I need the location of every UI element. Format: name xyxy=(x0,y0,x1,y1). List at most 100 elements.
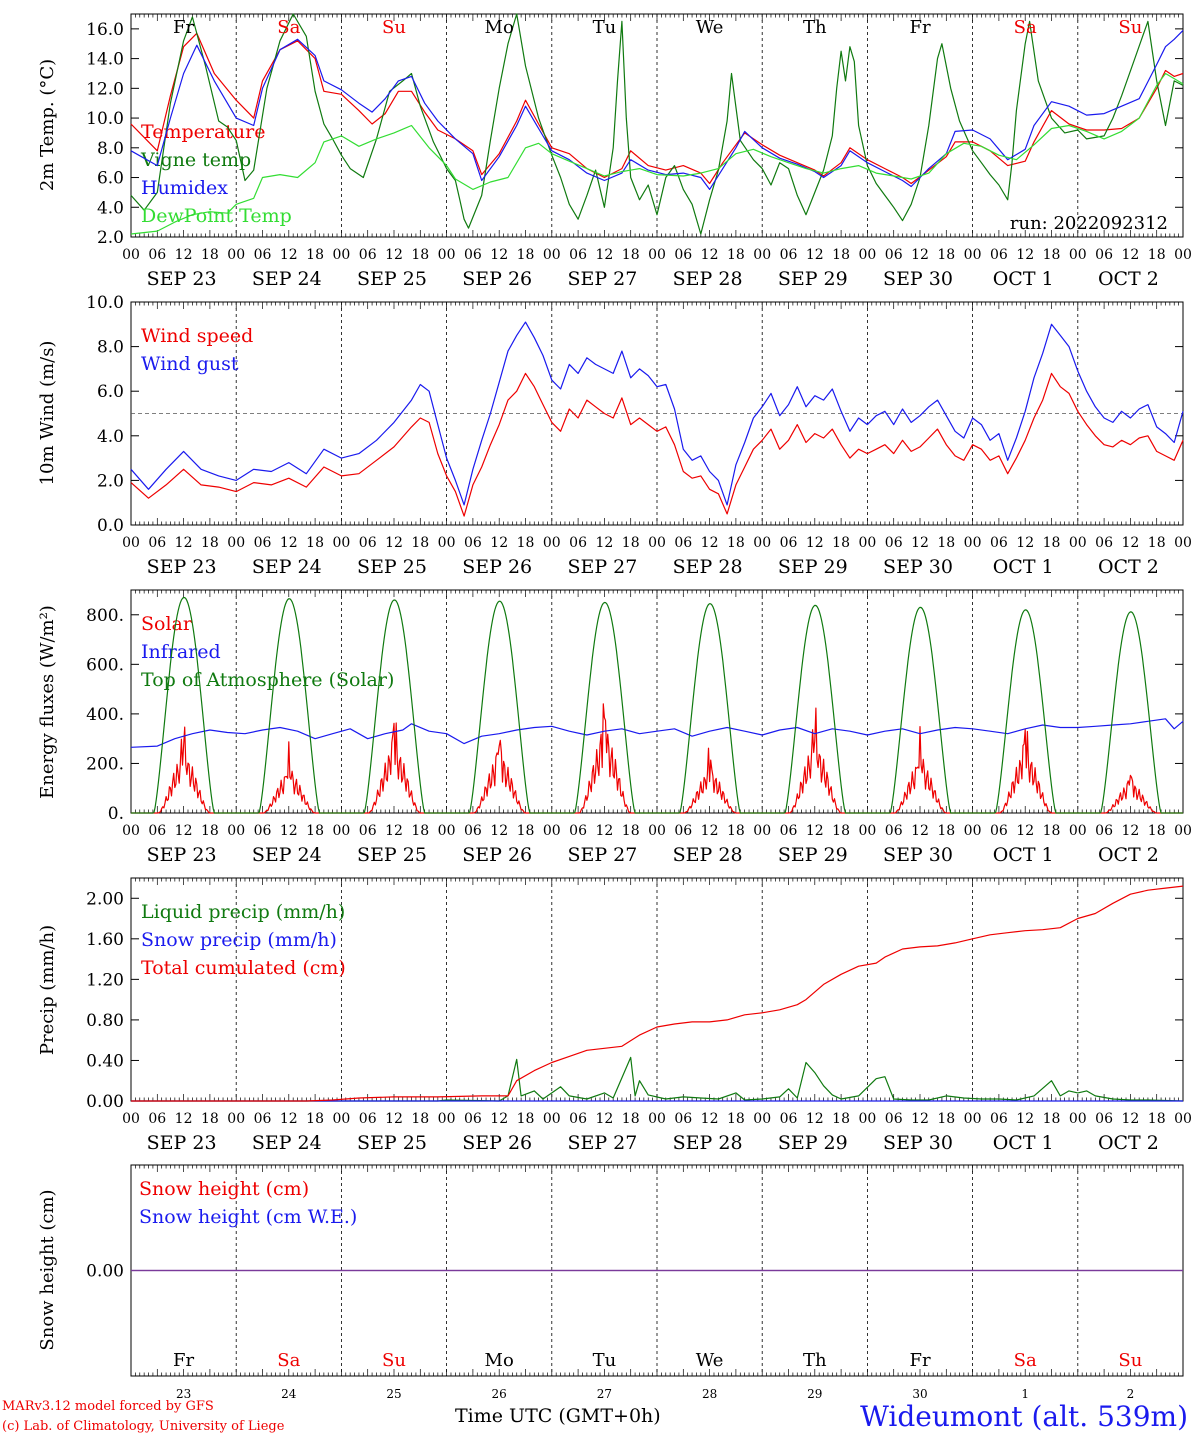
hour-tick-label: 12 xyxy=(280,823,298,839)
hour-tick-label: 00 xyxy=(227,247,245,263)
station-title: Wideumont (alt. 539m) xyxy=(860,1400,1188,1433)
date-label: OCT 1 xyxy=(993,268,1054,290)
hour-tick-label: 00 xyxy=(543,823,561,839)
hour-tick-label: 00 xyxy=(1174,535,1192,551)
legend-entry: DewPoint Temp xyxy=(141,205,292,227)
hour-tick-label: 12 xyxy=(701,535,719,551)
hour-tick-label: 12 xyxy=(1121,247,1139,263)
date-label: SEP 26 xyxy=(462,844,532,866)
legend-entry: Snow precip (mm/h) xyxy=(141,929,337,951)
hour-tick-label: 12 xyxy=(175,247,193,263)
y-tick-label: 2.0 xyxy=(97,471,124,491)
day-name-top: Th xyxy=(803,17,827,38)
hour-tick-label: 00 xyxy=(964,823,982,839)
day-name-top: Sa xyxy=(1014,17,1037,38)
hour-tick-label: 18 xyxy=(411,823,429,839)
hour-tick-label: 06 xyxy=(674,823,692,839)
hour-tick-label: 00 xyxy=(753,1111,771,1127)
hour-tick-label: 18 xyxy=(306,247,324,263)
series-line-temperature xyxy=(130,32,1184,185)
hour-tick-label: 12 xyxy=(490,823,508,839)
hour-tick-label: 00 xyxy=(438,823,456,839)
legend-entry: Humidex xyxy=(141,177,228,199)
hour-tick-label: 12 xyxy=(1121,1111,1139,1127)
day-name-top: Tu xyxy=(593,17,617,38)
y-tick-label: 10.0 xyxy=(86,293,124,313)
hour-tick-label: 00 xyxy=(1069,823,1087,839)
hour-tick-label: 12 xyxy=(911,535,929,551)
hour-tick-label: 12 xyxy=(806,823,824,839)
hour-tick-label: 12 xyxy=(595,1111,613,1127)
day-name-bottom: Tu xyxy=(593,1350,617,1371)
date-label: SEP 24 xyxy=(252,844,322,866)
hour-tick-label: 06 xyxy=(464,1111,482,1127)
date-label: SEP 26 xyxy=(462,556,532,578)
hour-tick-label: 00 xyxy=(648,1111,666,1127)
hour-tick-label: 18 xyxy=(622,1111,640,1127)
hour-tick-label: 06 xyxy=(254,1111,272,1127)
hour-tick-label: 18 xyxy=(306,535,324,551)
y-tick-label: 0.00 xyxy=(86,1262,124,1282)
day-number: 29 xyxy=(807,1387,822,1401)
hour-tick-label: 06 xyxy=(359,823,377,839)
hour-tick-label: 12 xyxy=(490,1111,508,1127)
hour-tick-label: 06 xyxy=(464,535,482,551)
series-line-dewpoint-temp xyxy=(130,72,1184,235)
day-name-bottom: Sa xyxy=(1014,1350,1037,1371)
hour-tick-label: 18 xyxy=(1148,247,1166,263)
hour-tick-label: 18 xyxy=(201,247,219,263)
date-label: SEP 25 xyxy=(357,556,427,578)
hour-tick-label: 00 xyxy=(122,823,140,839)
hour-tick-label: 00 xyxy=(1174,247,1192,263)
y-axis-label: 2m Temp. (°C) xyxy=(37,59,58,191)
y-tick-label: 6.0 xyxy=(97,169,124,189)
hour-tick-label: 06 xyxy=(885,535,903,551)
y-tick-label: 0.00 xyxy=(86,1092,124,1112)
legend-entry: Snow height (cm W.E.) xyxy=(139,1206,357,1228)
hour-tick-label: 12 xyxy=(385,1111,403,1127)
hour-tick-label: 00 xyxy=(753,247,771,263)
y-tick-label: 8.0 xyxy=(97,338,124,358)
y-tick-label: 1.60 xyxy=(86,930,124,950)
y-axis-label: Energy fluxes (W/m²) xyxy=(37,605,58,799)
hour-tick-label: 06 xyxy=(359,535,377,551)
hour-tick-label: 00 xyxy=(964,247,982,263)
series-line-total-cumulated-cm- xyxy=(131,885,1184,1102)
date-label: SEP 24 xyxy=(252,268,322,290)
y-tick-label: 600. xyxy=(86,655,124,675)
hour-tick-label: 00 xyxy=(332,247,350,263)
hour-tick-label: 12 xyxy=(175,823,193,839)
hour-tick-label: 18 xyxy=(622,823,640,839)
hour-tick-label: 06 xyxy=(254,823,272,839)
hour-tick-label: 18 xyxy=(832,535,850,551)
date-label: SEP 28 xyxy=(673,1132,743,1154)
hour-tick-label: 00 xyxy=(543,247,561,263)
hour-tick-label: 18 xyxy=(832,1111,850,1127)
run-label: run: 2022092312 xyxy=(1010,213,1168,234)
date-label: SEP 27 xyxy=(567,556,637,578)
date-label: OCT 1 xyxy=(993,844,1054,866)
day-name-top: Su xyxy=(382,17,406,38)
date-label: SEP 24 xyxy=(252,1132,322,1154)
hour-tick-label: 12 xyxy=(175,1111,193,1127)
day-number: 25 xyxy=(386,1387,401,1401)
hour-tick-label: 18 xyxy=(622,247,640,263)
day-name-bottom: Sa xyxy=(277,1350,300,1371)
y-axis-label: Precip (mm/h) xyxy=(37,925,58,1055)
hour-tick-label: 06 xyxy=(780,1111,798,1127)
hour-tick-label: 06 xyxy=(359,247,377,263)
date-label: SEP 23 xyxy=(147,1132,217,1154)
hour-tick-label: 00 xyxy=(753,823,771,839)
day-name-bottom: Su xyxy=(1118,1350,1142,1371)
hour-tick-label: 18 xyxy=(727,1111,745,1127)
hour-tick-label: 06 xyxy=(148,247,166,263)
y-tick-label: 0.80 xyxy=(86,1011,124,1031)
hour-tick-label: 18 xyxy=(411,247,429,263)
model-credit: MARv3.12 model forced by GFS xyxy=(2,1399,214,1414)
hour-tick-label: 06 xyxy=(569,535,587,551)
hour-tick-label: 00 xyxy=(1069,535,1087,551)
hour-tick-label: 06 xyxy=(569,823,587,839)
day-name-top: Sa xyxy=(277,17,300,38)
day-name-top: Mo xyxy=(485,17,514,38)
legend-entry: Temperature xyxy=(141,121,265,143)
